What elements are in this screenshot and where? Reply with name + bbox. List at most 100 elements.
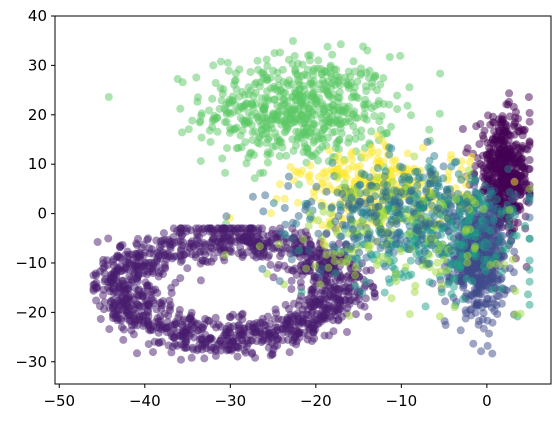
scatter-point xyxy=(488,349,497,358)
scatter-point xyxy=(208,94,217,103)
scatter-point xyxy=(247,121,256,129)
scatter-point xyxy=(479,205,488,213)
scatter-point xyxy=(144,308,153,317)
scatter-point xyxy=(220,104,229,113)
scatter-point xyxy=(336,249,345,257)
scatter-point xyxy=(373,164,382,172)
scatter-point xyxy=(344,292,353,301)
scatter-point xyxy=(340,179,349,188)
scatter-point xyxy=(118,277,127,286)
scatter-point xyxy=(329,249,338,258)
scatter-point xyxy=(140,259,149,268)
scatter-point xyxy=(397,188,405,197)
scatter-point xyxy=(387,122,396,131)
scatter-point xyxy=(268,142,277,151)
scatter-point xyxy=(296,278,305,287)
scatter-point xyxy=(263,62,272,71)
scatter-point xyxy=(223,144,231,153)
scatter-point xyxy=(232,85,241,94)
scatter-point xyxy=(405,245,414,254)
scatter-point xyxy=(508,194,517,203)
scatter-point xyxy=(363,233,372,242)
scatter-point xyxy=(323,305,332,314)
scatter-point xyxy=(338,189,347,198)
scatter-point xyxy=(407,270,416,279)
scatter-point xyxy=(479,262,488,271)
scatter-point xyxy=(388,177,397,186)
scatter-point xyxy=(363,241,372,250)
scatter-point xyxy=(500,252,508,261)
scatter-point xyxy=(491,135,500,144)
scatter-point xyxy=(342,104,351,113)
scatter-point xyxy=(104,93,113,101)
y-tick-label: 40 xyxy=(28,7,47,25)
scatter-point xyxy=(360,302,369,311)
scatter-point xyxy=(290,52,299,60)
scatter-point xyxy=(314,229,323,238)
scatter-point xyxy=(244,322,253,331)
scatter-point xyxy=(282,126,291,135)
scatter-point xyxy=(112,276,121,285)
scatter-point xyxy=(465,211,474,220)
scatter-point xyxy=(352,128,361,137)
scatter-point xyxy=(132,239,141,248)
scatter-point xyxy=(490,299,499,308)
scatter-point xyxy=(192,228,201,237)
scatter-point xyxy=(525,256,534,265)
scatter-point xyxy=(174,313,183,322)
scatter-point xyxy=(340,157,349,166)
scatter-point xyxy=(211,313,220,322)
scatter-point xyxy=(415,200,424,209)
scatter-point xyxy=(267,209,275,218)
scatter-point xyxy=(380,288,389,297)
scatter-point xyxy=(269,199,278,208)
scatter-point xyxy=(144,317,153,326)
scatter-point xyxy=(330,257,339,266)
scatter-point xyxy=(318,99,327,108)
scatter-point xyxy=(489,118,497,127)
scatter-point xyxy=(153,255,162,264)
scatter-point xyxy=(242,116,251,125)
scatter-point xyxy=(476,189,485,198)
scatter-point xyxy=(164,341,173,350)
scatter-point xyxy=(520,177,529,186)
scatter-point xyxy=(119,335,128,344)
scatter-point xyxy=(193,326,202,335)
scatter-point xyxy=(334,239,343,248)
scatter-point xyxy=(145,325,153,334)
scatter-point xyxy=(514,123,523,132)
scatter-point xyxy=(288,234,297,243)
scatter-point xyxy=(470,244,479,253)
scatter-point xyxy=(301,130,310,139)
scatter-point xyxy=(187,250,196,259)
scatter-point xyxy=(424,259,433,268)
scatter-point xyxy=(507,237,516,245)
scatter-point xyxy=(241,138,250,147)
scatter-point xyxy=(387,294,396,303)
scatter-point xyxy=(510,130,519,139)
scatter-point xyxy=(401,263,410,272)
scatter-point xyxy=(263,75,272,84)
scatter-point xyxy=(258,94,266,103)
scatter-point xyxy=(233,352,242,361)
scatter-point xyxy=(313,309,322,318)
scatter-point xyxy=(355,248,364,257)
scatter-point xyxy=(463,197,472,206)
scatter-point xyxy=(449,282,458,291)
scatter-point xyxy=(405,229,414,238)
scatter-point xyxy=(301,118,310,127)
scatter-point xyxy=(177,224,186,233)
scatter-point xyxy=(353,77,362,86)
scatter-point xyxy=(100,298,109,307)
scatter-point xyxy=(524,290,532,299)
scatter-point xyxy=(334,103,342,112)
scatter-point xyxy=(281,220,290,229)
scatter-point xyxy=(282,151,291,160)
scatter-point xyxy=(480,126,489,135)
scatter-point xyxy=(155,268,163,277)
scatter-point xyxy=(524,93,533,102)
scatter-point xyxy=(347,150,355,159)
scatter-point xyxy=(380,213,388,222)
scatter-point xyxy=(494,148,503,157)
scatter-point xyxy=(502,245,511,254)
